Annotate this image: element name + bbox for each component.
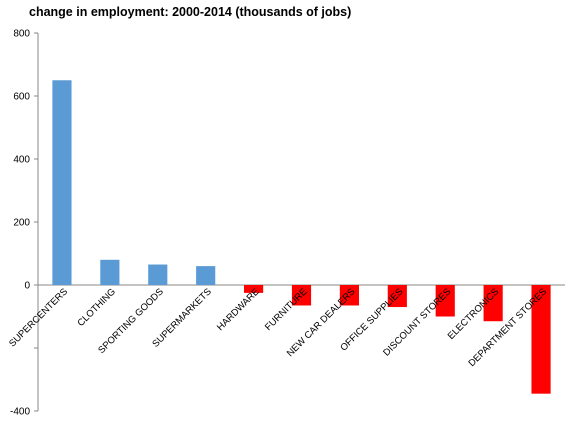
category-label: HARDWARE (215, 286, 262, 333)
bar (52, 80, 72, 285)
y-tick-label: 400 (13, 155, 30, 166)
bar (339, 285, 359, 306)
y-tick-label: 800 (13, 29, 30, 40)
y-tick-label: 0 (24, 281, 30, 292)
category-label: CLOTHING (75, 286, 117, 328)
bar (387, 285, 407, 308)
bar (196, 266, 216, 285)
bars (52, 80, 551, 394)
y-tick-label: 200 (13, 218, 30, 229)
bar (148, 264, 168, 285)
y-tick-label: 600 (13, 92, 30, 103)
bar (100, 259, 120, 285)
bar (291, 285, 312, 306)
chart-title: change in employment: 2000-2014 (thousan… (29, 5, 352, 19)
bar (531, 285, 551, 394)
category-label: FURNITURE (263, 286, 310, 333)
bar (435, 285, 455, 317)
category-label: SUPERCENTERS (7, 286, 70, 349)
y-tick-label: -400 (10, 407, 30, 418)
bar (483, 285, 503, 322)
bar (244, 285, 264, 293)
